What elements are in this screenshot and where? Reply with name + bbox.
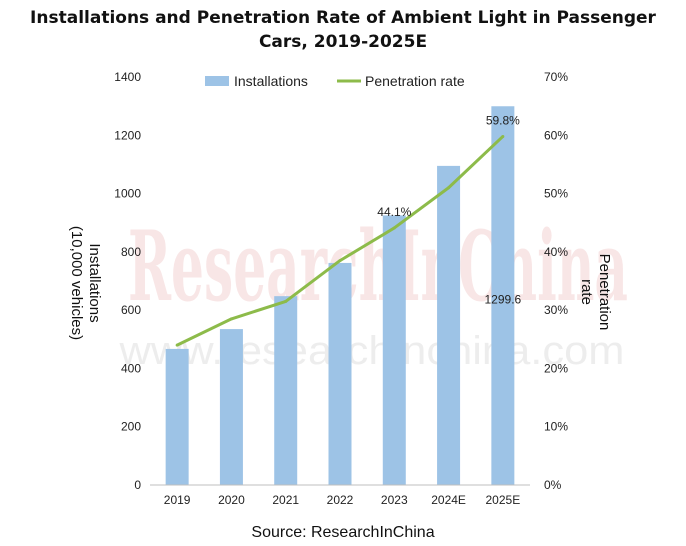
legend: Installations Penetration rate — [205, 73, 465, 89]
x-tick-label: 2023 — [381, 493, 408, 507]
y2-tick-label: 50% — [544, 187, 568, 201]
y-tick-label: 600 — [121, 303, 141, 317]
legend-label-penetration: Penetration rate — [365, 73, 465, 89]
y2-tick-label: 30% — [544, 303, 568, 317]
y-tick-label: 200 — [121, 420, 141, 434]
line-data-label: 44.1% — [377, 205, 411, 219]
chart-title: Installations and Penetration Rate of Am… — [0, 6, 686, 54]
y2-tick-label: 10% — [544, 420, 568, 434]
y2-tick-label: 40% — [544, 245, 568, 259]
x-tick-label: 2021 — [272, 493, 299, 507]
x-tick-label: 2019 — [164, 493, 191, 507]
y2-tick-label: 20% — [544, 361, 568, 375]
penetration-point-2023 — [392, 226, 396, 230]
right-axis-title-line1: Penetration — [596, 254, 613, 331]
line-data-label: 59.8% — [486, 113, 520, 127]
x-tick-label: 2025E — [486, 493, 521, 507]
chart-title-line2: Cars, 2019-2025E — [258, 32, 428, 52]
left-axis-title-line1: Installations — [86, 243, 103, 322]
bar-2021 — [274, 296, 298, 485]
x-tick-label: 2024E — [431, 493, 466, 507]
chart-title-line1: Installations and Penetration Rate of Am… — [30, 8, 656, 28]
legend-swatch-installations — [205, 76, 229, 86]
line-layer — [175, 134, 505, 347]
data-labels-layer: 1299.6 44.1% 59.8% — [377, 113, 521, 306]
y-tick-label: 800 — [121, 245, 141, 259]
bars-layer — [165, 106, 515, 485]
legend-label-installations: Installations — [234, 73, 308, 89]
bar-2022 — [328, 262, 352, 485]
penetration-point-2021 — [284, 299, 288, 303]
watermark: ResearchInChina www.researchinchina.com — [118, 210, 628, 373]
y-tick-label: 1200 — [114, 128, 141, 142]
penetration-point-2020 — [229, 317, 233, 321]
penetration-point-2022 — [338, 259, 342, 263]
y-tick-label: 1400 — [114, 70, 141, 84]
bar-2025e — [491, 106, 515, 485]
right-axis-title-line2: rate — [578, 279, 595, 305]
penetration-point-2019 — [175, 343, 179, 347]
y-tick-label: 1000 — [114, 187, 141, 201]
y2-tick-label: 60% — [544, 128, 568, 142]
right-axis-title: Penetration rate — [578, 254, 613, 331]
x-tick-label: 2022 — [327, 493, 354, 507]
y2-tick-label: 70% — [544, 70, 568, 84]
bar-data-label: 1299.6 — [485, 292, 522, 306]
bar-2019 — [165, 348, 189, 485]
bar-2020 — [219, 329, 243, 485]
bar-2023 — [382, 215, 406, 485]
y2-tick-label: 0% — [544, 478, 562, 492]
left-axis-title-line2: (10,000 vehicles) — [68, 226, 85, 340]
y-tick-label: 0 — [134, 478, 141, 492]
penetration-point-2025e — [501, 134, 505, 138]
x-tick-label: 2020 — [218, 493, 245, 507]
left-axis-title: Installations (10,000 vehicles) — [68, 226, 103, 340]
penetration-point-2024e — [447, 186, 451, 190]
watermark-logo: ResearchInChina — [128, 210, 628, 323]
axes-layer: 2019 2020 2021 2022 2023 2024E 2025E 0 200 400 600… — [114, 70, 568, 507]
y-tick-label: 400 — [121, 361, 141, 375]
bar-2024e — [437, 165, 461, 485]
source-note: Source: ResearchInChina — [251, 524, 435, 541]
watermark-url: www.researchinchina.com — [118, 329, 624, 373]
